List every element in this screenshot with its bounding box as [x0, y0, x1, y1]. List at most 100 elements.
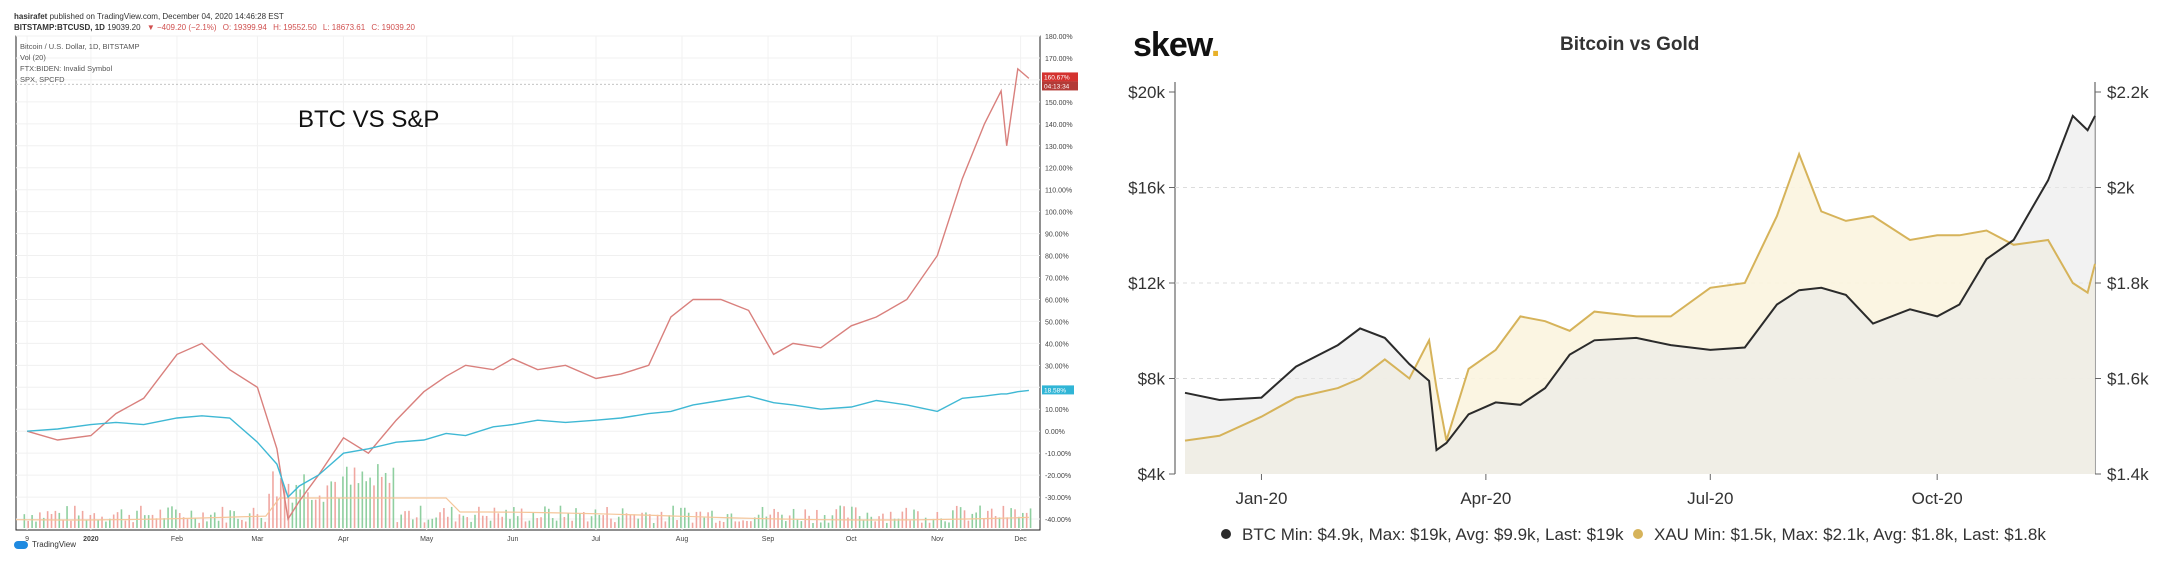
y-tick-label: 30.00%	[1045, 363, 1069, 370]
volume-bar	[151, 514, 154, 528]
volume-bar	[1029, 508, 1032, 528]
volume-bar	[769, 514, 772, 528]
btc-area-fill	[1185, 115, 2095, 475]
volume-bar	[812, 522, 814, 528]
volume-bar	[50, 514, 53, 528]
volume-bar	[349, 484, 352, 528]
volume-bar	[594, 509, 597, 528]
volume-bar	[287, 483, 290, 528]
volume-bar	[683, 507, 686, 528]
volume-bar	[415, 517, 418, 528]
y-tick-label: 110.00%	[1045, 188, 1072, 195]
volume-bar	[89, 514, 92, 528]
x-tick-label: Jan-20	[1235, 489, 1287, 508]
volume-bar	[462, 515, 465, 528]
volume-bar	[882, 513, 884, 528]
chart-title: Bitcoin vs Gold	[1560, 34, 1700, 55]
btc-legend-marker	[1221, 529, 1231, 539]
volume-bar	[447, 516, 449, 528]
btc-legend-text: BTC Min: $4.9k, Max: $19k, Avg: $9.9k, L…	[1242, 525, 1624, 544]
volume-bar	[854, 507, 857, 528]
volume-bar	[252, 507, 255, 528]
volume-bar	[408, 510, 410, 528]
y-tick-label: 40.00%	[1045, 341, 1069, 348]
volume-bar	[781, 514, 783, 528]
legend-line-biden: FTX:BIDEN: Invalid Symbol	[20, 64, 113, 73]
volume-bar	[785, 521, 787, 528]
volume-bar	[27, 520, 30, 528]
low-price: L: 18673.61	[322, 23, 366, 32]
volume-bar	[718, 520, 721, 528]
volume-bar	[345, 466, 348, 528]
volume-bar	[575, 508, 577, 528]
bitcoin-vs-gold-plot: $20k $16k $12k $8k $4k $2.2k $2k $1.8k $1.6k $1.4…	[1128, 82, 2149, 544]
volume-bar	[602, 515, 605, 528]
spx-last-value-text: 18.58%	[1044, 387, 1066, 394]
volume-bar	[380, 476, 383, 528]
volume-bar	[579, 513, 581, 528]
y-right-tick-label: $2.2k	[2107, 83, 2149, 102]
volume-bar	[800, 521, 803, 528]
volume-bar	[112, 514, 115, 528]
volume-bar	[244, 521, 247, 528]
volume-bar	[513, 507, 515, 528]
y-tick-label: 70.00%	[1045, 276, 1069, 283]
volume-bar	[1014, 509, 1016, 528]
volume-bar	[147, 515, 150, 528]
volume-bar	[439, 512, 441, 528]
volume-bar	[419, 505, 422, 528]
btc-vs-sp-chart-panel: hasirafet published on TradingView.com, …	[14, 12, 1078, 549]
volume-bar	[652, 522, 655, 528]
volume-bar	[314, 499, 317, 528]
volume-bar	[105, 521, 107, 528]
volume-bar	[497, 513, 500, 528]
volume-bar	[823, 515, 826, 528]
volume-bar	[979, 505, 981, 528]
volume-bar	[987, 510, 989, 528]
volume-bar	[182, 517, 185, 528]
volume-bar	[730, 513, 733, 528]
volume-bar	[711, 510, 713, 528]
volume-bar	[326, 485, 329, 528]
x-tick-label: Mar	[251, 536, 264, 543]
volume-bar	[944, 521, 946, 528]
volume-bar	[827, 522, 830, 528]
volume-bar	[233, 511, 235, 528]
volume-bar	[975, 512, 977, 528]
volume-bar	[501, 516, 503, 528]
x-tick-label: May	[420, 536, 434, 543]
btc-vs-sp-plot: 180.00%170.00%160.00%150.00%140.00%130.0…	[15, 34, 1078, 543]
volume-bar	[955, 505, 958, 528]
volume-bar	[178, 513, 181, 528]
volume-bar	[140, 505, 142, 528]
y-tick-label: 60.00%	[1045, 297, 1069, 304]
volume-bar	[70, 520, 72, 528]
legend-line-main: Bitcoin / U.S. Dollar, 1D, BITSTAMP	[20, 42, 140, 51]
volume-bar	[606, 507, 608, 528]
volume-bar	[97, 520, 99, 528]
volume-bar	[520, 508, 523, 528]
volume-bar	[897, 518, 900, 528]
volume-bar	[318, 495, 321, 528]
volume-bar	[481, 515, 484, 528]
x-tick-label: Apr	[338, 536, 350, 543]
volume-bar	[443, 508, 445, 528]
volume-bar	[93, 513, 96, 528]
volume-ma-line	[15, 497, 1029, 521]
volume-bar	[74, 505, 76, 528]
x-tick-label: 2020	[83, 536, 99, 543]
x-tick-label: Nov	[931, 536, 944, 543]
volume-bar	[614, 522, 616, 528]
volume-bar	[909, 520, 911, 528]
volume-bar	[369, 477, 371, 528]
volume-bar	[858, 516, 861, 528]
x-tick-label: Sep	[762, 536, 775, 543]
y-tick-label: 120.00%	[1045, 166, 1073, 173]
volume-bar	[454, 521, 457, 528]
y-left-tick-label: $4k	[1138, 465, 1166, 484]
y-tick-label: -10.00%	[1045, 451, 1071, 458]
volume-bar	[641, 512, 643, 528]
x-tick-label: Jul-20	[1687, 489, 1733, 508]
y-right-tick-label: $1.6k	[2107, 370, 2149, 389]
volume-bar	[590, 516, 593, 528]
